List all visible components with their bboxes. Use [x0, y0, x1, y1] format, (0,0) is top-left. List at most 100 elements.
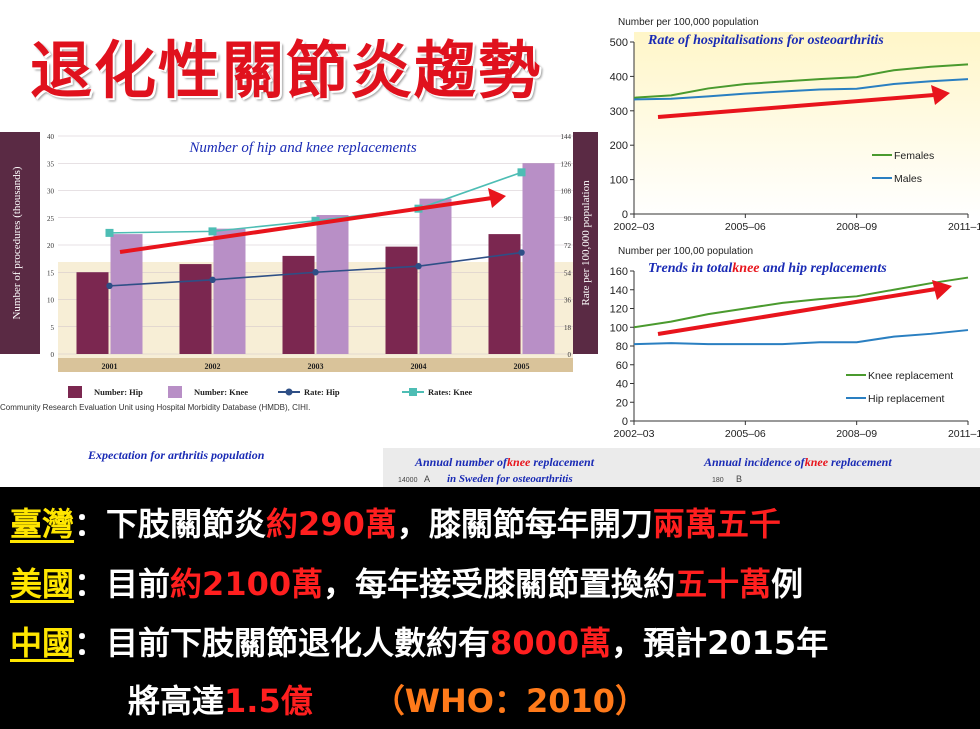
knee-hip-trends-chart: Number per 100,00 population Trends in t… — [606, 238, 980, 448]
chart1-point-rate-hip — [312, 269, 319, 276]
fact-country-taiwan: 臺灣 — [10, 505, 75, 543]
chart3-x-tick-label: 2005–06 — [725, 428, 766, 440]
fact-highlight: 8000萬 — [490, 624, 612, 662]
fact-highlight: 約2100萬 — [170, 565, 324, 603]
chart3-y-tick-label: 20 — [616, 397, 628, 409]
caption-sweden-1: Annual number of — [414, 455, 508, 469]
chart3-x-tick-label: 2008–09 — [836, 428, 877, 440]
chart1-point-rate-hip — [518, 249, 525, 256]
caption-incidence-1: Annual incidence of — [703, 455, 806, 469]
fact-text: 目前 — [106, 565, 171, 603]
fact-source: （WHO：2010） — [372, 682, 648, 720]
chart1-legend-marker — [285, 388, 293, 396]
chart1-x-tick-label: 2001 — [102, 362, 118, 371]
chart3-y-tick-label: 120 — [610, 304, 628, 316]
caption-incidence-2: replacement — [828, 455, 892, 469]
chart1-legend-label: Rates: Knee — [428, 387, 472, 397]
chart1-point-rate-hip — [209, 276, 216, 284]
chart3-x-tick-label: 2011–12 — [948, 428, 980, 440]
chart1-x-tick-label: 2003 — [308, 362, 324, 371]
chart1-point-rate-hip — [415, 262, 422, 270]
chart2-y-tick-label: 0 — [622, 209, 628, 221]
chart1-point-rate-knee — [208, 227, 217, 236]
chart1-legend-marker — [409, 388, 417, 396]
chart1-bar-hip — [282, 255, 315, 354]
fact-text: 下肢關節炎 — [106, 505, 267, 543]
chart2-line-males — [633, 78, 969, 101]
fact-text: ，每年接受膝關節置換約 — [323, 565, 676, 603]
chart1-category-band — [58, 358, 573, 372]
chart1-y-tick-label: 10 — [47, 297, 55, 305]
chart1-lower-band — [58, 262, 573, 364]
fact-highlight: 1.5億 — [224, 682, 313, 720]
chart1-title: Number of hip and knee replacements — [188, 140, 416, 156]
fact-text: 例 — [771, 565, 804, 603]
hip-knee-replacements-chart: Number of procedures (thousands) Rate pe… — [0, 112, 598, 430]
fact-country-usa: 美國 — [10, 565, 75, 603]
page-title: 退化性關節炎趨勢 — [30, 34, 543, 107]
chart2-x-tick-label: 2008–09 — [836, 221, 877, 233]
chart3-y-tick-label: 140 — [610, 285, 628, 297]
chart1-y-tick-label: 35 — [47, 160, 55, 168]
chart1-y-right-tick-label: 36 — [564, 297, 572, 305]
caption-incidence: Annual incidence ofknee replacement — [703, 455, 892, 469]
title-background — [0, 0, 610, 112]
chart1-x-tick-label: 2005 — [514, 362, 530, 371]
chart1-y-axis-label: Number of procedures (thousands) — [11, 166, 23, 319]
fact-country-china: 中國 — [10, 624, 75, 662]
fact-text: 目前下肢關節退化人數約有 — [106, 624, 491, 662]
chart2-line-females — [633, 63, 969, 99]
chart1-right-axis-label: Rate per 100,000 population — [580, 180, 592, 306]
chart3-y-tick-label: 160 — [610, 266, 628, 278]
chart1-bar-hip — [385, 246, 418, 354]
fact-highlight: 約290萬 — [266, 505, 397, 543]
chart2-x-tick-label: 2002–03 — [614, 221, 655, 233]
chart3-y-tick-label: 100 — [610, 322, 628, 334]
chart1-point-rate-knee — [311, 216, 320, 225]
caption-sweden-letter: A — [424, 474, 430, 484]
fact-separator: ： — [74, 505, 107, 543]
chart1-bar-hip — [76, 272, 109, 354]
captions-strip: Expectation for arthritis population Ann… — [87, 448, 980, 490]
chart1-legend-label: Number: Knee — [194, 387, 248, 397]
chart3-y-tick-label: 60 — [616, 360, 628, 372]
caption-expectation: Expectation for arthritis population — [87, 448, 265, 462]
chart2-x-tick-label: 2005–06 — [725, 221, 766, 233]
chart1-y-tick-label: 25 — [47, 215, 55, 223]
chart1-y-tick-label: 30 — [47, 188, 55, 196]
fact-text: ，膝關節每年開刀 — [396, 505, 653, 543]
chart1-bar-knee — [213, 228, 246, 354]
chart3-title-part-3: and hip replacements — [760, 261, 888, 276]
chart1-legend-label: Number: Hip — [94, 387, 143, 397]
hospitalisations-chart: Number per 100,000 population Rate of ho… — [606, 14, 980, 236]
chart1-y-right-tick-label: 54 — [564, 269, 572, 277]
chart2-y-tick-label: 400 — [610, 71, 628, 83]
chart1-legend-label: Rate: Hip — [304, 387, 340, 397]
caption-incidence-letter: B — [736, 474, 742, 484]
chart1-bar-knee — [316, 215, 349, 354]
chart3-y-tick-label: 80 — [616, 341, 628, 353]
chart1-right-axis-label-box — [573, 132, 598, 354]
chart1-y-right-tick-label: 126 — [561, 160, 572, 168]
caption-sweden-2: replacement — [530, 455, 594, 469]
chart3-legend-label: Knee replacement — [868, 370, 953, 382]
chart3-legend-label: Hip replacement — [868, 393, 945, 405]
caption-sweden-3: in Sweden for osteoarthritis — [447, 473, 573, 485]
chart3-trend-arrowhead — [932, 280, 952, 300]
chart2-y-tick-label: 500 — [610, 37, 628, 49]
chart2-y-tick-label: 300 — [610, 106, 628, 118]
chart2-trend-arrowhead — [931, 85, 950, 105]
fact-china-continued: 將高達1.5億 （WHO：2010） — [128, 676, 647, 722]
chart2-trend-arrow — [657, 93, 935, 119]
chart3-trend-arrow — [657, 287, 937, 336]
chart1-y-tick-label: 5 — [51, 324, 55, 332]
chart3-x-tick-label: 2002–03 — [614, 428, 655, 440]
chart2-y-axis-label: Number per 100,000 population — [618, 17, 759, 28]
chart1-source-note: Community Research Evaluation Unit using… — [0, 403, 310, 412]
chart1-trend-arrow — [119, 196, 493, 254]
chart1-y-tick-label: 0 — [51, 351, 55, 359]
chart2-legend-label: Males — [894, 173, 922, 185]
caption-sweden: Annual number ofknee replacement — [414, 455, 595, 469]
chart3-title-part-1: Trends in total — [648, 261, 732, 276]
chart1-point-rate-knee — [105, 228, 114, 237]
